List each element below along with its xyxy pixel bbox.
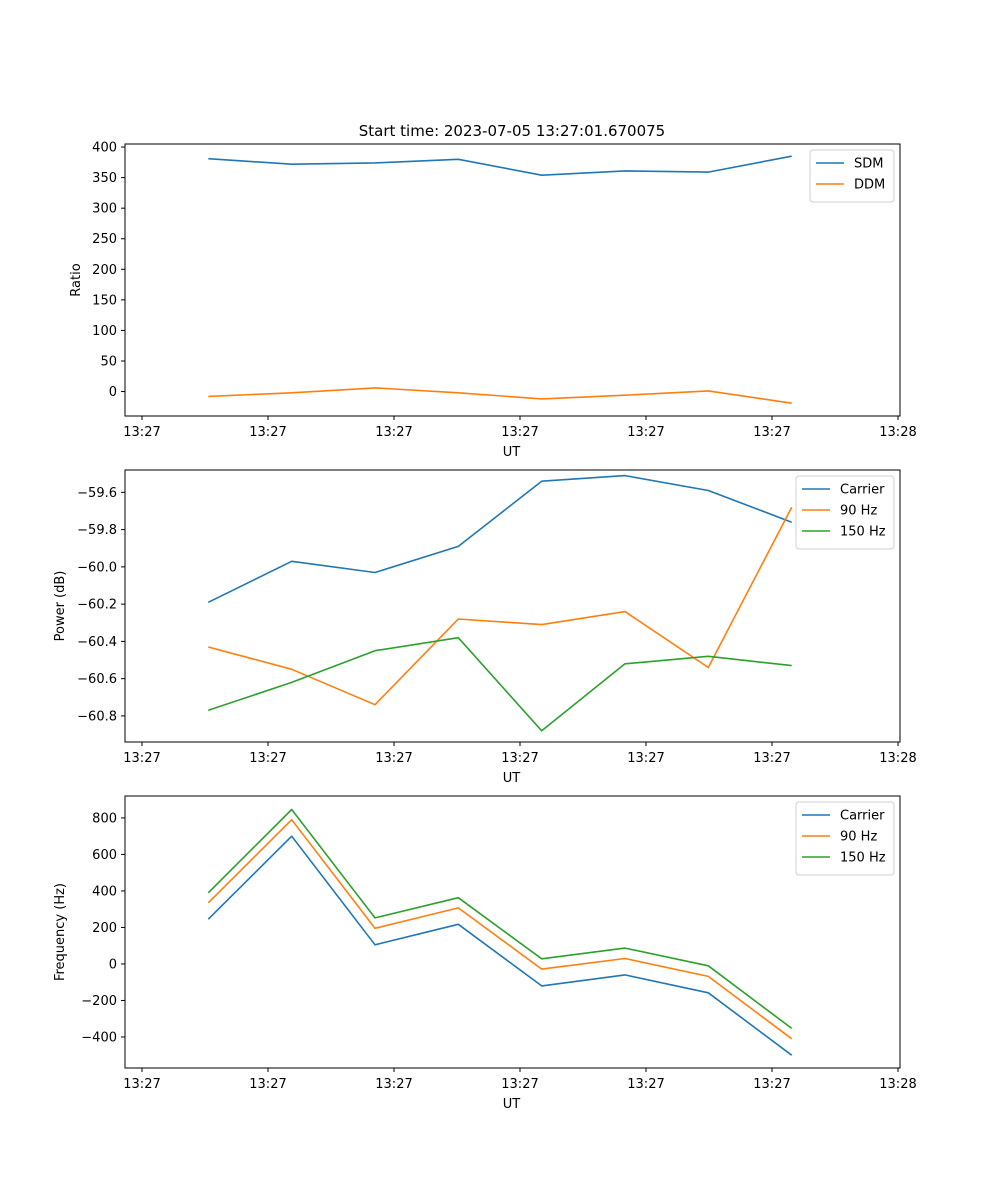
y-tick-label: 400 xyxy=(92,884,117,899)
x-tick-label: 13:27 xyxy=(627,751,664,766)
y-tick-label: 350 xyxy=(92,171,117,186)
y-tick-label: −59.6 xyxy=(77,486,117,501)
y-tick-label: 300 xyxy=(92,202,117,217)
y-tick-label: −60.6 xyxy=(77,672,117,687)
y-tick-label: 200 xyxy=(92,921,117,936)
y-tick-label: −60.2 xyxy=(77,598,117,613)
x-tick-label: 13:27 xyxy=(123,1077,160,1092)
x-tick-label: 13:27 xyxy=(249,425,286,440)
legend: Carrier 90 Hz 150 Hz xyxy=(795,801,895,876)
series-line-150-hz xyxy=(207,808,793,1030)
legend-label: DDM xyxy=(854,178,885,193)
y-axis-label: Power (dB) xyxy=(53,571,68,642)
x-tick-label: 13:27 xyxy=(123,425,160,440)
series-line-carrier xyxy=(207,474,792,604)
y-tick-label: −60.0 xyxy=(77,560,117,575)
y-tick-label: 0 xyxy=(109,385,117,400)
legend-label: 90 Hz xyxy=(840,830,877,845)
y-tick-label: −59.8 xyxy=(77,523,117,538)
chart-title: Start time: 2023-07-05 13:27:01.670075 xyxy=(359,122,665,140)
y-axis-label: Frequency (Hz) xyxy=(53,883,68,981)
x-tick-label: 13:27 xyxy=(753,425,790,440)
y-tick-label: 200 xyxy=(92,263,117,278)
x-tick-label: 13:27 xyxy=(249,751,286,766)
legend-label: Carrier xyxy=(840,809,885,824)
x-tick-label: 13:27 xyxy=(249,1077,286,1092)
y-tick-label: −400 xyxy=(81,1030,117,1045)
x-tick-label: 13:27 xyxy=(501,751,538,766)
chart-panel-2: 13:27 13:27 13:27 13:27 13:27 13:27 13:28 −60.8… xyxy=(53,469,917,786)
y-tick-label: 150 xyxy=(92,293,117,308)
legend-label: 150 Hz xyxy=(840,525,886,540)
x-tick-label: 13:27 xyxy=(375,425,412,440)
y-tick-label: −60.8 xyxy=(77,709,117,724)
x-axis-label: UT xyxy=(503,771,521,786)
legend-label: SDM xyxy=(854,157,883,172)
x-tick-label: 13:27 xyxy=(501,425,538,440)
x-tick-label: 13:27 xyxy=(753,751,790,766)
legend-label: 150 Hz xyxy=(840,851,886,866)
y-tick-label: 800 xyxy=(92,811,117,826)
x-tick-label: 13:27 xyxy=(123,751,160,766)
legend-label: 90 Hz xyxy=(840,504,877,519)
x-tick-label: 13:27 xyxy=(501,1077,538,1092)
plot-frame xyxy=(124,469,901,743)
y-tick-label: 50 xyxy=(100,354,117,369)
chart-panel-3: 13:27 13:27 13:27 13:27 13:27 13:27 13:28 −400 −… xyxy=(53,795,917,1112)
chart-panel-1: 13:27 13:27 13:27 13:27 13:27 13:27 13:28 0 50 10… xyxy=(69,141,917,460)
series-line-90-hz xyxy=(208,506,793,706)
x-tick-label: 13:27 xyxy=(375,1077,412,1092)
legend-label: Carrier xyxy=(840,483,885,498)
y-tick-label: 100 xyxy=(92,324,117,339)
series-line-90-hz xyxy=(207,818,793,1040)
y-tick-label: −60.4 xyxy=(77,635,117,650)
x-tick-label: 13:28 xyxy=(879,751,916,766)
x-axis-label: UT xyxy=(503,1097,521,1112)
x-tick-label: 13:27 xyxy=(627,1077,664,1092)
x-tick-label: 13:28 xyxy=(879,425,916,440)
legend: Carrier 90 Hz 150 Hz xyxy=(795,475,895,550)
legend: SDM DDM xyxy=(809,149,895,203)
x-tick-label: 13:27 xyxy=(753,1077,790,1092)
y-tick-label: −200 xyxy=(81,994,117,1009)
y-axis-label: Ratio xyxy=(69,263,84,296)
x-tick-label: 13:28 xyxy=(879,1077,916,1092)
y-tick-label: 600 xyxy=(92,848,117,863)
y-tick-label: 0 xyxy=(109,957,117,972)
x-tick-label: 13:27 xyxy=(627,425,664,440)
series-line-sdm xyxy=(208,155,792,176)
series-line-carrier xyxy=(207,835,793,1056)
y-tick-label: 250 xyxy=(92,232,117,247)
y-tick-label: 400 xyxy=(92,141,117,156)
plot-frame xyxy=(124,143,901,417)
plot-frame xyxy=(124,795,901,1069)
x-axis-label: UT xyxy=(503,445,521,460)
x-tick-label: 13:27 xyxy=(375,751,412,766)
series-line-ddm xyxy=(208,387,792,404)
series-line-150-hz xyxy=(208,636,792,732)
